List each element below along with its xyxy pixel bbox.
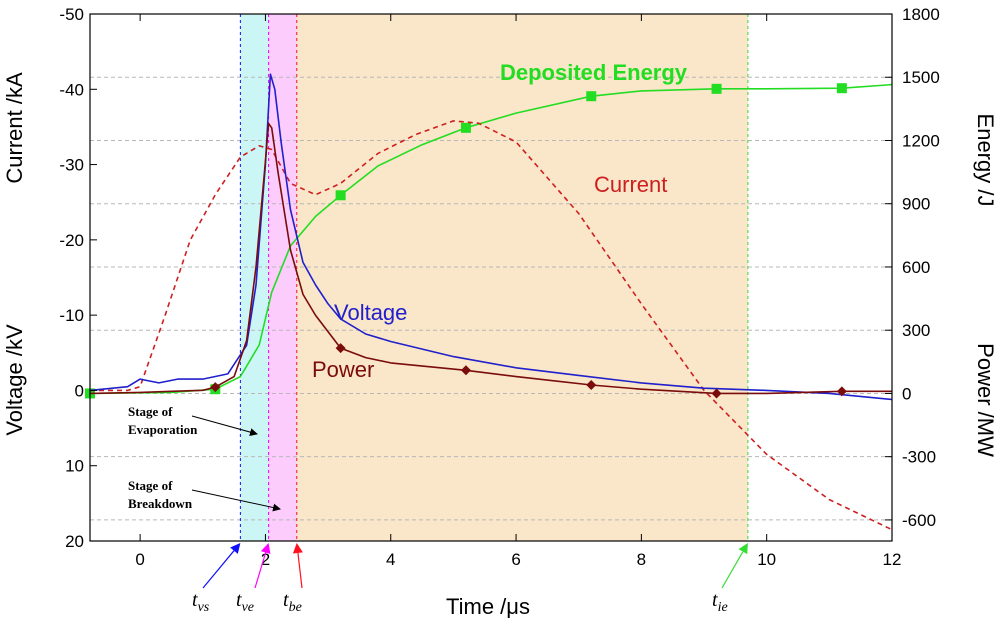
- right-tick-label: 1800: [902, 5, 940, 24]
- time-marker-base: t: [712, 589, 718, 611]
- series-label-deposited-energy: Deposited Energy: [500, 60, 688, 85]
- series-label-voltage: Voltage: [334, 300, 407, 325]
- x-tick-label: 2: [261, 550, 270, 569]
- stage-regions: [240, 14, 748, 541]
- x-tick-label: 4: [386, 550, 395, 569]
- time-marker-label-be: tbe: [283, 589, 302, 615]
- left-tick-label: 20: [65, 532, 84, 551]
- stage-label-arrow: [191, 489, 281, 512]
- left-tick-label: -30: [59, 156, 84, 175]
- time-marker-label-ve: tve: [236, 589, 254, 615]
- left-tick-label: -10: [59, 306, 84, 325]
- right-tick-label: 1500: [902, 68, 940, 87]
- left-tick-label: -20: [59, 231, 84, 250]
- time-marker-sub: vs: [198, 600, 210, 615]
- right-tick-label: 0: [902, 384, 911, 403]
- stage-region-post: [296, 14, 748, 541]
- axis-ticks: [90, 13, 893, 542]
- left-tick-label: -50: [59, 5, 84, 24]
- time-marker-base: t: [192, 589, 198, 611]
- time-marker-arrow-ve: [254, 552, 267, 589]
- plot-border: [89, 13, 893, 542]
- time-marker-arrow-ie: [721, 551, 744, 589]
- time-marker-arrowhead-be: [292, 543, 303, 554]
- left-axis-label-bottom: Voltage /kV: [2, 324, 27, 436]
- stage-label-line: Stage of: [128, 404, 173, 419]
- series-point-power: [335, 343, 346, 354]
- stage-label-arrow: [191, 415, 258, 436]
- series-point-deposited-energy: [335, 190, 346, 201]
- grid-lines: [90, 14, 892, 541]
- x-tick-label: 12: [883, 550, 902, 569]
- x-tick-label: 6: [511, 550, 520, 569]
- series-point-power: [836, 386, 847, 397]
- series-line-voltage: [89, 73, 893, 401]
- series-point-power: [210, 382, 221, 393]
- stage-label-line: Breakdown: [128, 496, 193, 511]
- time-marker-sub: be: [289, 600, 302, 615]
- series-point-power: [586, 380, 597, 391]
- stage-region-breakdown: [268, 14, 297, 541]
- right-tick-label: 1200: [902, 131, 940, 150]
- right-tick-label: -300: [902, 448, 936, 467]
- right-tick-label: 600: [902, 258, 930, 277]
- series-label-power: Power: [312, 357, 374, 382]
- stage-label: Stage of Evaporation: [128, 404, 198, 437]
- time-marker-label-vs: tvs: [192, 589, 210, 615]
- left-tick-label: -40: [59, 80, 84, 99]
- left-tick-label: 10: [65, 457, 84, 476]
- series-point-deposited-energy: [836, 83, 847, 94]
- series-point-power: [460, 365, 471, 376]
- right-tick-label: 300: [902, 321, 930, 340]
- series-point-deposited-energy: [586, 91, 597, 102]
- stage-label-line: Evaporation: [128, 422, 198, 437]
- x-tick-label: 8: [637, 550, 646, 569]
- time-marker-base: t: [283, 589, 289, 611]
- time-marker-arrowhead-vs: [230, 543, 241, 554]
- series-label-current: Current: [594, 172, 667, 197]
- right-axis-label-top: Energy /J: [973, 114, 998, 207]
- time-marker-arrow-vs: [202, 550, 235, 589]
- plot-frame: [89, 13, 893, 542]
- series-point-deposited-energy: [460, 122, 471, 133]
- labels-layer: 0 2 4 6 8 10 12 -50 -40 -30 -20 -10 0 10 20 1800 1500 120…: [2, 5, 998, 619]
- right-tick-label: -600: [902, 511, 936, 530]
- stage-label: Stage of Breakdown: [128, 478, 193, 511]
- x-tick-label: 10: [757, 550, 776, 569]
- stage-label-line: Stage of: [128, 478, 173, 493]
- time-marker-arrowhead-ie: [738, 543, 748, 555]
- time-marker-arrowhead-ve: [260, 543, 271, 555]
- right-axis-label-bottom: Power /MW: [973, 343, 998, 457]
- x-tick-label: 0: [135, 550, 144, 569]
- time-marker-base: t: [236, 589, 242, 611]
- time-marker-sub: ie: [718, 600, 728, 615]
- x-axis-label: Time /μs: [446, 594, 530, 619]
- time-marker-label-ie: tie: [712, 589, 728, 615]
- right-tick-label: 900: [902, 195, 930, 214]
- series-point-deposited-energy: [711, 83, 722, 94]
- time-marker-sub: ve: [242, 600, 254, 615]
- left-tick-label: 0: [75, 381, 84, 400]
- left-axis-label-top: Current /kA: [2, 72, 27, 184]
- series-point-power: [711, 388, 722, 399]
- time-marker-arrow-be: [297, 552, 303, 589]
